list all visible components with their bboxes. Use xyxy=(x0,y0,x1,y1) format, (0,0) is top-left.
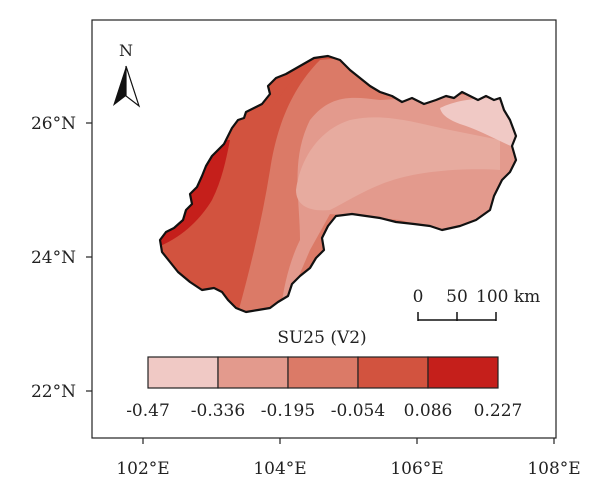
scale-label-50: 50 xyxy=(446,287,468,307)
lon-label-104: 104°E xyxy=(253,459,306,479)
north-arrow: N xyxy=(113,41,141,108)
legend-color-bar xyxy=(147,356,499,389)
lat-label-24: 24°N xyxy=(31,248,76,268)
map-frame xyxy=(91,19,557,439)
legend-break-label: 0.086 xyxy=(404,401,453,421)
north-arrow-left-icon xyxy=(113,66,126,106)
legend-break-label: -0.195 xyxy=(261,401,315,421)
legend-title: SU25 (V2) xyxy=(277,328,366,348)
legend-labels: -0.47 -0.336 -0.195 -0.054 0.086 0.227 xyxy=(126,401,522,421)
north-arrow-right-icon xyxy=(125,65,141,108)
lon-label-102: 102°E xyxy=(116,459,169,479)
scale-label-0: 0 xyxy=(413,287,424,307)
legend-box-3 xyxy=(287,356,359,389)
legend-break-label: -0.054 xyxy=(331,401,385,421)
legend-break-label: 0.227 xyxy=(474,401,523,421)
lon-label-108: 108°E xyxy=(527,459,580,479)
scale-bar: 0 50 100 km xyxy=(413,287,540,321)
legend-box-2 xyxy=(217,356,289,389)
lon-label-106: 106°E xyxy=(390,459,443,479)
axis-ticks xyxy=(86,122,555,444)
north-label: N xyxy=(119,41,133,60)
legend-box-4 xyxy=(357,356,429,389)
legend-break-label: -0.336 xyxy=(191,401,245,421)
legend-box-5 xyxy=(427,356,499,389)
region-fill xyxy=(160,56,516,312)
scale-label-100: 100 km xyxy=(476,287,540,307)
lat-label-22: 22°N xyxy=(31,382,76,402)
legend-box-1 xyxy=(147,356,219,389)
zone-class-1 xyxy=(440,98,516,150)
lat-label-26: 26°N xyxy=(31,114,76,134)
zone-class-2-light xyxy=(296,117,500,211)
legend-break-label: -0.47 xyxy=(126,401,170,421)
